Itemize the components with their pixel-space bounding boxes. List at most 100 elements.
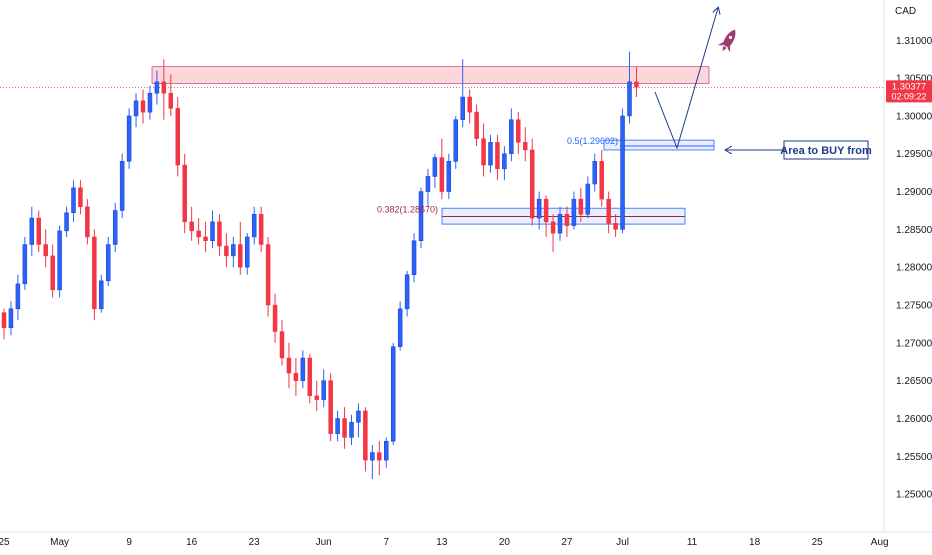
price-tick-label: 1.28500 [896,225,932,236]
candle [523,127,528,162]
candle [272,293,278,343]
candle [502,146,507,181]
candle [119,153,125,219]
price-tick-label: 1.26000 [896,414,932,425]
last-price-countdown: 02:09:22 [891,91,926,101]
buy-callout-text: Area to BUY from [780,145,872,157]
candles-layer [1,51,639,480]
price-tick-label: 1.29000 [896,187,932,198]
price-tick-label: 1.30500 [896,74,932,85]
last-price-tag: 1.30377 02:09:22 [886,80,932,103]
candle [112,202,118,253]
rocket-icon [717,29,736,53]
price-tick-label: 1.28000 [896,263,932,274]
candle [217,214,222,256]
candle [307,354,313,404]
candle [411,233,417,283]
candle [154,70,160,105]
candle [140,89,146,124]
candle [328,373,333,442]
candle [349,414,354,445]
time-tick-label: 9 [126,537,132,548]
price-tick-label: 1.30000 [896,111,932,122]
time-tick-label: May [50,537,69,548]
candle [599,149,604,207]
candle [175,97,180,177]
candle [404,271,410,317]
candle [397,301,403,351]
time-tick-label: 18 [749,537,761,548]
candle [363,407,368,472]
price-tick-label: 1.25500 [896,452,932,463]
candle [370,445,375,480]
candle [71,180,76,222]
last-price-value: 1.30377 [892,81,926,92]
fib-05-label: 0.5(1.29602) [567,136,618,146]
candle [384,437,389,468]
candle [15,274,21,321]
candle [210,210,215,249]
candle [196,218,201,245]
candle [627,51,632,124]
resistance-zone [151,66,710,84]
drawings-layer [654,8,782,150]
candle [425,168,431,207]
candle [557,206,563,241]
candle [356,403,361,438]
time-tick-label: 23 [249,537,261,548]
candle [245,233,250,275]
candle [634,66,639,97]
candle [189,206,194,241]
price-tick-label: 1.27500 [896,301,932,312]
candle [446,153,452,200]
time-tick-label: 16 [186,537,198,548]
buy-callout[interactable]: Area to BUY from [780,140,872,160]
time-tick-label: 11 [687,537,698,548]
currency-label: CAD [895,6,916,17]
candle [467,89,472,124]
buy-zone [603,139,715,151]
candle [543,195,549,237]
candle [314,380,319,411]
zones-layer [0,66,884,225]
candle [578,187,584,222]
candle [516,112,521,154]
candle [550,214,556,253]
candle [592,153,597,192]
candle [564,206,570,237]
price-tick-label: 1.27000 [896,338,932,349]
candle [29,206,35,256]
candle [377,441,382,476]
price-tick-label: 1.26500 [896,376,932,387]
price-tick-label: 1.25000 [896,490,932,501]
candle [439,138,445,200]
price-axis[interactable]: CAD 1.31000 1.30500 1.30000 1.29500 1.29000 1… [895,6,932,501]
projection-path [654,8,718,150]
candle [265,236,271,317]
candle [620,108,625,234]
candle [133,93,139,128]
candle [50,244,55,298]
time-axis[interactable]: 25 May 9 16 23 Jun 7 13 20 27 Jul 11 18 25 Aug [0,537,889,548]
candle [606,191,611,234]
candle [99,274,104,313]
candle [300,350,306,389]
candle [251,206,257,245]
candle [495,134,500,181]
candle [585,176,591,219]
time-tick-label: Jun [316,537,332,548]
candle [460,59,465,128]
candle [106,236,111,287]
candle [342,407,347,449]
candle [231,236,236,268]
candle [509,108,514,162]
candle [432,153,438,188]
candle [43,229,48,268]
candle [293,358,299,396]
time-tick-label: Aug [871,537,889,548]
candle [92,229,97,321]
candle [168,74,174,116]
candle [22,236,28,290]
